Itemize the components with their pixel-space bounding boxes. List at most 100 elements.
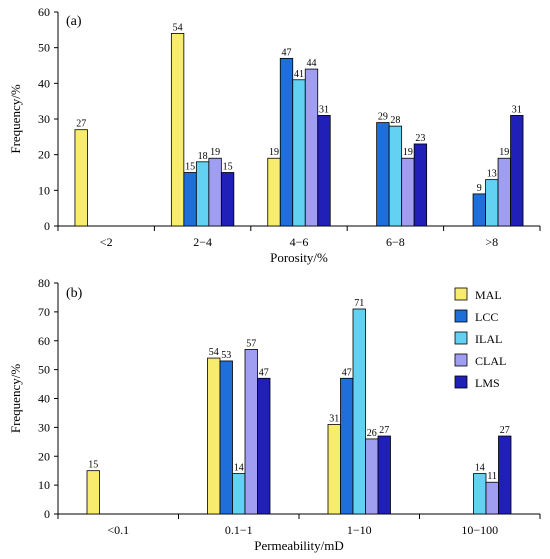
panel-b-bar-mal <box>207 357 221 515</box>
panel-a-bar-ilal <box>485 179 499 227</box>
panel-a-data-label: 18 <box>198 151 208 162</box>
panel-a-data-label: 9 <box>477 183 482 194</box>
panel-b-data-label: 14 <box>234 463 244 474</box>
panel-a-data-label: 27 <box>76 119 86 130</box>
legend-label-clal: CLAL <box>475 354 506 368</box>
panel-b-bar-ilal <box>352 308 366 515</box>
panel-a-y-tick-label: 0 <box>44 219 50 233</box>
panel-a-bar-lms <box>317 115 331 227</box>
panel-b-bar-ilal <box>232 473 246 515</box>
panel-a-bar-clal <box>208 157 222 227</box>
panel-a-bar-lcc <box>279 57 294 227</box>
panel-a-data-label: 19 <box>403 147 413 158</box>
panel-a-y-tick-label: 50 <box>38 41 50 55</box>
panel-a-bar-lms <box>220 172 235 227</box>
panel-a-bar-lcc <box>376 122 390 227</box>
legend-swatch-lcc <box>454 309 468 323</box>
panel-a-y-axis-title: Frequency/% <box>8 84 23 153</box>
panel-b-data-label: 14 <box>475 463 485 474</box>
panel-b-data-label: 15 <box>88 460 98 471</box>
legend-label-lms: LMS <box>475 376 500 390</box>
panel-a-data-label: 28 <box>390 115 400 126</box>
panel-a-data-label: 19 <box>210 147 220 158</box>
panel-b-y-tick-label: 50 <box>38 363 50 377</box>
panel-b-y-tick-label: 40 <box>38 392 50 406</box>
panel-b-bar-clal <box>365 438 379 515</box>
panel-a-x-axis-title: Porosity/% <box>270 250 328 265</box>
panel-b-data-label: 11 <box>487 471 497 482</box>
panel-a-bar-ilal <box>195 161 210 227</box>
panel-b-data-label: 54 <box>209 347 219 358</box>
panel-a-data-label: 29 <box>378 112 388 123</box>
panel-b-label: (b) <box>66 286 83 301</box>
panel-b-bar-ilal <box>473 473 487 515</box>
panel-a-data-label: 41 <box>294 69 304 80</box>
panel-a-y-tick-label: 60 <box>38 5 50 19</box>
panel-a-x-tick-label: 4−6 <box>290 235 309 249</box>
panel-a-y-tick-label: 30 <box>38 112 50 126</box>
panel-b-bar-mal <box>86 470 100 515</box>
panel-a-data-label: 15 <box>185 162 195 173</box>
panel-b-data-label: 57 <box>246 338 256 349</box>
legend-label-lcc: LCC <box>475 310 498 324</box>
panel-a-bar-lcc <box>183 172 197 227</box>
panel-a-bar-lms <box>413 143 428 227</box>
panel-a-bar-lms <box>510 115 524 227</box>
panel-a-bar-mal <box>170 33 185 227</box>
panel-b-x-tick-label: 0.1−1 <box>225 523 253 537</box>
panel-b-bar-mal <box>327 424 341 515</box>
panel-b-bar-lms <box>498 435 512 515</box>
panel-a-bar-clal <box>304 68 319 227</box>
panel-b-data-label: 27 <box>500 425 510 436</box>
legend-swatch-ilal <box>454 331 468 345</box>
legend-label-mal: MAL <box>475 288 502 302</box>
legend-swatch-clal <box>454 353 468 367</box>
panel-b-bar-lcc <box>340 377 354 515</box>
panel-b-data-label: 71 <box>354 298 364 309</box>
panel-b-data-label: 47 <box>342 367 352 378</box>
panel-a-bar-clal <box>401 157 415 227</box>
panel-b-data-label: 26 <box>367 428 377 439</box>
panel-a-x-tick-label: 2−4 <box>193 235 212 249</box>
panel-a-bar-mal <box>74 129 88 227</box>
panel-b-y-tick-label: 80 <box>38 276 50 290</box>
panel-b-data-label: 27 <box>379 425 389 436</box>
panel-a-data-label: 19 <box>499 147 509 158</box>
panel-a-data-label: 19 <box>269 147 279 158</box>
panel-b-bar-lcc <box>219 360 233 515</box>
legend-swatch-mal <box>454 287 468 301</box>
panel-b-data-label: 31 <box>329 413 339 424</box>
panel-a-data-label: 31 <box>319 104 329 115</box>
panel-a-data-label: 23 <box>415 133 425 144</box>
panel-b-y-axis-title: Frequency/% <box>8 364 23 433</box>
panel-b-x-tick-label: <0.1 <box>107 523 129 537</box>
panel-b-x-axis-title: Permeability/mD <box>254 538 344 553</box>
panel-a-x-tick-label: >8 <box>485 235 498 249</box>
panel-b-y-tick-label: 0 <box>44 507 50 521</box>
panel-b-bar-clal <box>244 349 258 515</box>
panel-a-data-label: 47 <box>282 47 292 58</box>
panel-a-data-label: 44 <box>307 58 317 69</box>
panel-a-y-tick-label: 10 <box>38 183 50 197</box>
panel-b-y-tick-label: 10 <box>38 478 50 492</box>
panel-b-x-tick-label: 10−100 <box>461 523 498 537</box>
panel-a-bar-lcc <box>472 193 486 227</box>
panel-b-bar-clal <box>485 481 499 515</box>
panel-a-y-tick-label: 40 <box>38 76 50 90</box>
panel-a-bar-mal <box>267 157 281 227</box>
panel-a-label: (a) <box>66 14 82 29</box>
panel-a-y-tick-label: 20 <box>38 148 50 162</box>
panel-a-bar-ilal <box>388 125 403 227</box>
panel-b-y-tick-label: 30 <box>38 420 50 434</box>
panel-b-y-tick-label: 20 <box>38 449 50 463</box>
panel-a-bar-ilal <box>292 79 306 227</box>
legend-swatch-lms <box>454 375 468 389</box>
panel-a-data-label: 31 <box>512 104 522 115</box>
panel-a-data-label: 15 <box>223 162 233 173</box>
panel-a-x-tick-label: 6−8 <box>386 235 405 249</box>
panel-b-bar-lms <box>257 377 271 515</box>
panel-b-y-tick-label: 70 <box>38 305 50 319</box>
panel-b-data-label: 53 <box>221 350 231 361</box>
panel-b-y-tick-label: 60 <box>38 334 50 348</box>
